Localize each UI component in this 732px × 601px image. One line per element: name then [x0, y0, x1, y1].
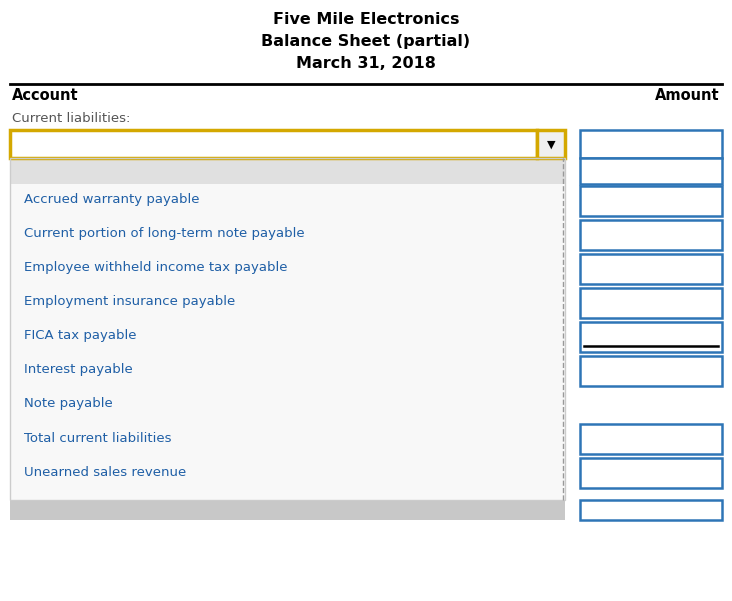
FancyBboxPatch shape — [580, 356, 722, 386]
Text: Five Mile Electronics: Five Mile Electronics — [273, 12, 459, 27]
FancyBboxPatch shape — [580, 220, 722, 250]
Text: Account: Account — [12, 88, 78, 103]
FancyBboxPatch shape — [10, 130, 537, 158]
Text: March 31, 2018: March 31, 2018 — [296, 56, 436, 71]
Text: Amount: Amount — [655, 88, 720, 103]
Text: Note payable: Note payable — [24, 397, 113, 410]
Text: Current portion of long-term note payable: Current portion of long-term note payabl… — [24, 228, 305, 240]
FancyBboxPatch shape — [580, 186, 722, 216]
FancyBboxPatch shape — [10, 184, 565, 500]
FancyBboxPatch shape — [580, 424, 722, 454]
FancyBboxPatch shape — [580, 458, 722, 488]
FancyBboxPatch shape — [580, 288, 722, 318]
Text: Total current liabilities: Total current liabilities — [24, 432, 171, 445]
Text: ▼: ▼ — [547, 140, 556, 150]
Text: Unearned sales revenue: Unearned sales revenue — [24, 466, 186, 478]
Text: Accrued warranty payable: Accrued warranty payable — [24, 194, 200, 207]
Text: Current liabilities:: Current liabilities: — [12, 112, 130, 125]
FancyBboxPatch shape — [10, 500, 565, 520]
Text: Employment insurance payable: Employment insurance payable — [24, 296, 235, 308]
FancyBboxPatch shape — [580, 254, 722, 284]
Text: Interest payable: Interest payable — [24, 364, 132, 376]
Text: FICA tax payable: FICA tax payable — [24, 329, 136, 343]
FancyBboxPatch shape — [580, 158, 722, 184]
FancyBboxPatch shape — [537, 130, 565, 158]
Text: Balance Sheet (partial): Balance Sheet (partial) — [261, 34, 471, 49]
FancyBboxPatch shape — [580, 130, 722, 158]
FancyBboxPatch shape — [10, 158, 565, 184]
FancyBboxPatch shape — [580, 500, 722, 520]
Text: Employee withheld income tax payable: Employee withheld income tax payable — [24, 261, 288, 275]
FancyBboxPatch shape — [580, 322, 722, 352]
